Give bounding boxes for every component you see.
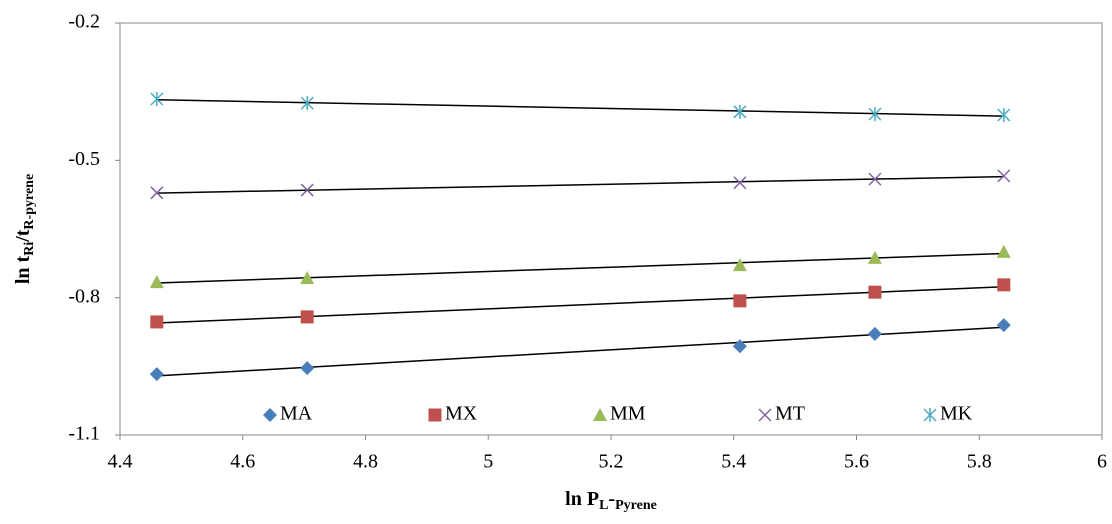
marker <box>150 315 164 329</box>
marker <box>300 183 314 197</box>
legend-label: MK <box>940 403 973 425</box>
marker <box>732 258 747 272</box>
legend-marker <box>923 408 937 422</box>
marker <box>149 275 164 289</box>
marker <box>868 107 882 122</box>
trend-line <box>156 252 1004 284</box>
label-part: Pyrene <box>615 498 657 513</box>
marker <box>732 339 747 354</box>
label-part: ln t <box>12 255 34 284</box>
trend-line <box>156 175 1004 194</box>
marker <box>150 91 164 106</box>
marker <box>867 326 882 341</box>
label-part: /t <box>12 229 34 243</box>
x-tick-label: 4.8 <box>353 451 378 473</box>
plot-area <box>119 22 1103 436</box>
marker <box>300 361 315 376</box>
label-part: R-pyrene <box>22 174 37 230</box>
y-axis-label: ln tRi/tR-pyrene <box>12 174 38 284</box>
marker <box>733 176 747 190</box>
x-tick-label: 6 <box>1097 451 1107 473</box>
marker <box>867 250 882 264</box>
label-part: Ri <box>22 242 37 256</box>
legend-label: MM <box>610 403 646 425</box>
legend-marker <box>758 408 772 422</box>
legend-label: MA <box>280 403 313 425</box>
trend-line <box>156 98 1004 117</box>
legend-marker <box>263 408 277 422</box>
x-tick-label: 5.4 <box>721 451 746 473</box>
legend-marker <box>428 408 442 422</box>
label-part: L <box>599 498 608 513</box>
x-tick-label: 4.4 <box>108 451 133 473</box>
y-tick-label: -1.1 <box>68 423 100 445</box>
marker <box>997 169 1011 183</box>
label-part: - <box>608 488 615 510</box>
marker <box>868 285 882 299</box>
trend-line <box>156 326 1004 377</box>
marker <box>150 186 164 200</box>
marker <box>997 108 1011 123</box>
y-tick-label: -0.2 <box>68 11 100 33</box>
x-tick-label: 5.6 <box>844 451 869 473</box>
trend-line <box>156 286 1004 324</box>
x-tick-label: 5.2 <box>599 451 624 473</box>
x-axis-label: ln PL-Pyrene <box>565 488 657 514</box>
legend-marker <box>593 408 607 421</box>
x-tick-label: 5 <box>483 451 493 473</box>
marker <box>868 172 882 186</box>
marker <box>996 318 1011 333</box>
legend-label: MX <box>445 403 478 425</box>
marker <box>149 367 164 382</box>
marker <box>996 244 1011 258</box>
marker <box>300 270 315 284</box>
y-tick-label: -0.8 <box>68 285 100 307</box>
marker <box>733 104 747 119</box>
marker <box>300 310 314 324</box>
marker <box>997 278 1011 292</box>
label-part: ln P <box>565 488 599 510</box>
x-tick-label: 5.8 <box>967 451 992 473</box>
y-tick-label: -0.5 <box>68 148 100 170</box>
marker <box>733 294 747 308</box>
x-tick-label: 4.6 <box>230 451 255 473</box>
legend-label: MT <box>775 403 805 425</box>
marker <box>300 96 314 111</box>
